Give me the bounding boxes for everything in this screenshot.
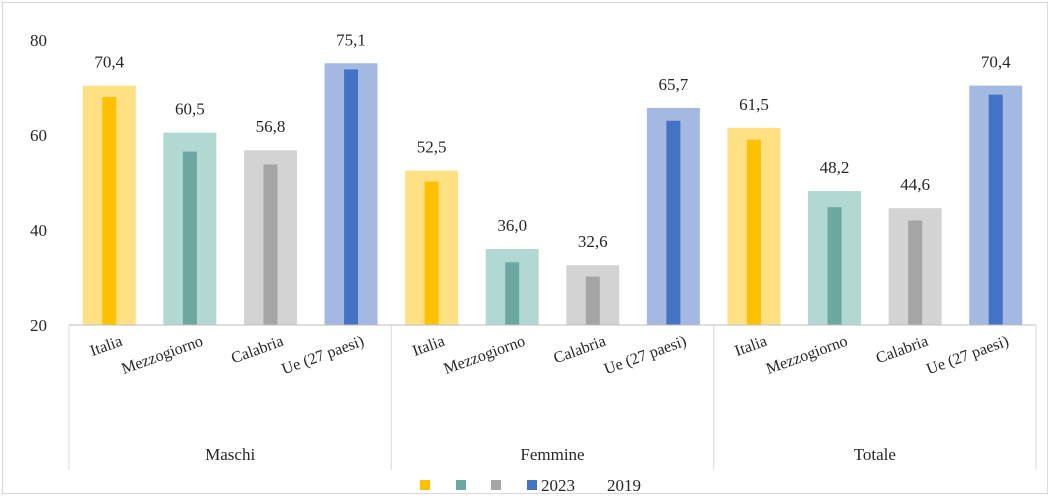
category-label: Ue (27 paesi): [602, 333, 689, 378]
data-label: 52,5: [417, 138, 447, 157]
category-label: Ue (27 paesi): [280, 333, 367, 378]
bar-2019: [263, 164, 278, 325]
y-tick-label: 40: [30, 221, 47, 240]
legend-swatch: [456, 480, 466, 490]
category-label: Italia: [88, 333, 125, 360]
legend-swatch: [491, 480, 501, 490]
bar-2019: [988, 94, 1003, 325]
data-label: 32,6: [578, 232, 608, 251]
category-label: Mezzogiorno: [119, 333, 205, 378]
group-label: Femmine: [520, 445, 584, 464]
bar-2019: [746, 139, 761, 325]
category-label: Mezzogiorno: [764, 333, 850, 378]
bar-2019: [182, 151, 197, 325]
group-label: Maschi: [205, 445, 255, 464]
data-label: 70,4: [94, 53, 124, 72]
group-label: Totale: [854, 445, 896, 464]
data-label: 60,5: [175, 100, 205, 119]
legend-label: 2023: [541, 476, 575, 495]
data-label: 70,4: [981, 53, 1011, 72]
data-label: 56,8: [256, 117, 286, 136]
category-label: Italia: [410, 333, 447, 360]
y-tick-label: 20: [30, 316, 47, 335]
category-label: Calabria: [551, 333, 608, 368]
data-label: 61,5: [739, 95, 769, 114]
data-label: 48,2: [820, 158, 850, 177]
data-label: 44,6: [900, 175, 930, 194]
bar-2019: [908, 220, 923, 325]
bar-2019: [666, 120, 681, 325]
category-label: Calabria: [874, 333, 931, 368]
y-tick-label: 80: [30, 31, 47, 50]
legend-label: 2019: [607, 476, 641, 495]
legend-swatch: [420, 480, 430, 490]
data-label: 36,0: [497, 216, 527, 235]
data-label: 75,1: [336, 30, 366, 49]
category-label: Ue (27 paesi): [924, 333, 1011, 378]
bar-2019: [424, 181, 439, 325]
legend-swatch: [527, 480, 537, 490]
bar-2019: [505, 262, 520, 325]
category-label: Mezzogiorno: [442, 333, 528, 378]
category-label: Calabria: [229, 333, 286, 368]
category-label: Italia: [733, 333, 770, 360]
bar-2019: [585, 276, 600, 325]
data-label: 65,7: [659, 75, 689, 94]
bar-2019: [827, 207, 842, 325]
y-tick-label: 60: [30, 126, 47, 145]
bar-2019: [102, 97, 117, 325]
bar-2019: [344, 69, 359, 325]
